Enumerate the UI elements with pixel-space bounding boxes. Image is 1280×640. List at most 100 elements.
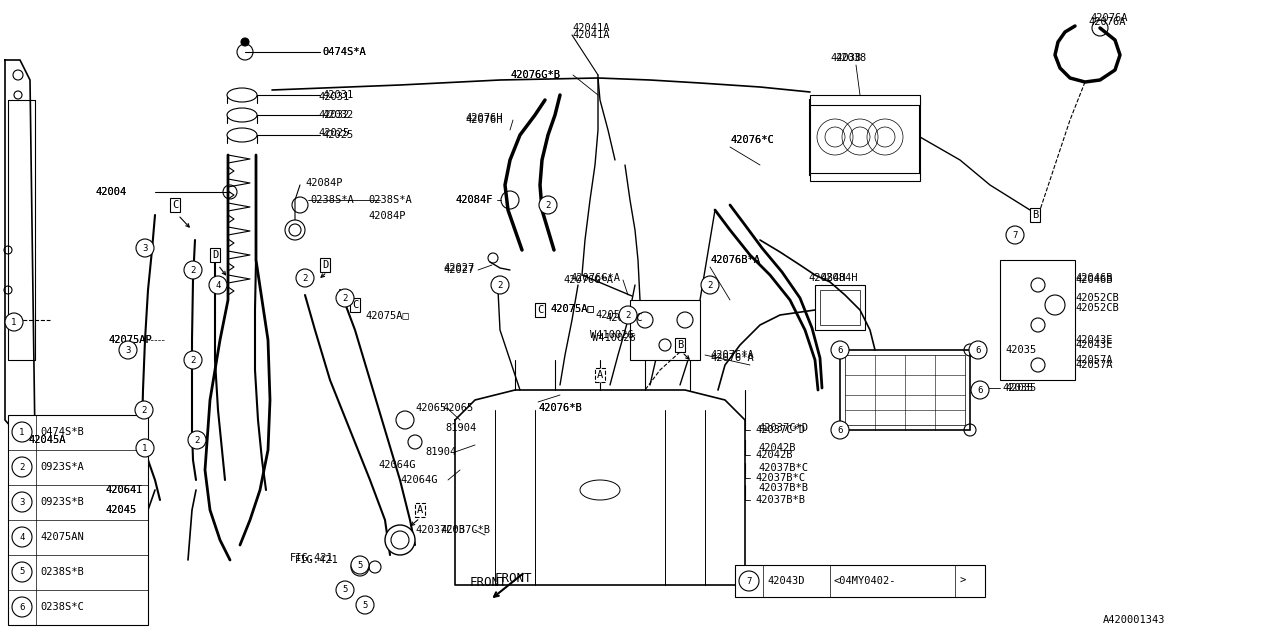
Circle shape	[12, 562, 32, 582]
Text: C: C	[172, 200, 178, 210]
Text: 81904: 81904	[425, 447, 456, 457]
Text: 42084P: 42084P	[369, 211, 406, 221]
Text: 42038: 42038	[835, 53, 867, 63]
Text: 3: 3	[19, 497, 24, 506]
Text: 42043D: 42043D	[767, 576, 805, 586]
Text: 42075AP: 42075AP	[108, 335, 152, 345]
Text: 2: 2	[195, 435, 200, 445]
Text: 42027: 42027	[443, 263, 475, 273]
Text: 42075A□: 42075A□	[550, 303, 594, 313]
Text: W410026: W410026	[590, 330, 634, 340]
Text: 2: 2	[545, 200, 550, 209]
Text: 5: 5	[357, 561, 362, 570]
Text: 42076*C: 42076*C	[730, 135, 773, 145]
Text: 42076G*B: 42076G*B	[509, 70, 561, 80]
Text: 42076G*A: 42076G*A	[563, 275, 613, 285]
Text: 42076*B: 42076*B	[538, 403, 581, 413]
Text: 42035: 42035	[1002, 383, 1033, 393]
Text: FIG.421: FIG.421	[294, 555, 339, 565]
Text: 42084P: 42084P	[305, 178, 343, 188]
Text: 42065: 42065	[415, 403, 447, 413]
Circle shape	[351, 556, 369, 574]
Text: 42075AP: 42075AP	[108, 335, 152, 345]
Text: 2: 2	[191, 266, 196, 275]
Text: 6: 6	[978, 385, 983, 394]
Circle shape	[136, 439, 154, 457]
Circle shape	[296, 269, 314, 287]
Text: 42046B: 42046B	[1075, 273, 1112, 283]
Text: D: D	[212, 250, 218, 260]
Text: 42075AN: 42075AN	[40, 532, 83, 542]
Text: C: C	[536, 305, 543, 315]
Bar	[735, 565, 986, 597]
Text: 0238S*C: 0238S*C	[40, 602, 83, 612]
Bar	[1000, 260, 1075, 380]
Text: 42042B: 42042B	[755, 450, 792, 460]
Text: 6: 6	[837, 346, 842, 355]
Circle shape	[335, 581, 355, 599]
Text: 2: 2	[708, 280, 713, 289]
Text: 42076A: 42076A	[1088, 17, 1125, 27]
Bar	[8, 415, 148, 625]
Text: 7: 7	[746, 577, 751, 586]
Circle shape	[1006, 226, 1024, 244]
Circle shape	[5, 313, 23, 331]
Text: 42045: 42045	[105, 505, 136, 515]
Circle shape	[335, 289, 355, 307]
Circle shape	[972, 381, 989, 399]
Text: 0474S*A: 0474S*A	[323, 47, 366, 57]
Text: 0238S*B: 0238S*B	[40, 567, 83, 577]
Circle shape	[356, 596, 374, 614]
Text: B: B	[1032, 210, 1038, 220]
Ellipse shape	[227, 108, 257, 122]
Text: 42057A: 42057A	[1075, 360, 1112, 370]
Text: C: C	[352, 300, 358, 310]
Text: 42075A□: 42075A□	[365, 310, 408, 320]
Circle shape	[831, 341, 849, 359]
Text: 42035: 42035	[1005, 345, 1037, 355]
Text: 42004: 42004	[95, 187, 127, 197]
Text: 0474S*A: 0474S*A	[323, 47, 366, 57]
Text: 0923S*A: 0923S*A	[40, 462, 83, 472]
Text: 42076G*A: 42076G*A	[570, 273, 620, 283]
Circle shape	[134, 401, 154, 419]
Text: 42031: 42031	[317, 92, 349, 102]
Text: 42052C: 42052C	[595, 310, 632, 320]
Text: 42041A: 42041A	[572, 30, 609, 40]
Circle shape	[12, 492, 32, 512]
Text: A420001343: A420001343	[1102, 615, 1165, 625]
Text: 5: 5	[362, 600, 367, 609]
Text: 2: 2	[626, 310, 631, 319]
Text: FRONT: FRONT	[495, 572, 532, 584]
Text: 42076H: 42076H	[465, 115, 503, 125]
Text: 0474S*B: 0474S*B	[40, 427, 83, 437]
Text: 42045: 42045	[105, 505, 136, 515]
Bar	[630, 300, 700, 360]
Text: 42076A: 42076A	[1091, 13, 1128, 23]
Text: 7: 7	[1012, 230, 1018, 239]
Text: <04MY0402-: <04MY0402-	[833, 576, 896, 586]
Circle shape	[136, 239, 154, 257]
Text: A: A	[596, 370, 603, 380]
Text: 42041A: 42041A	[572, 23, 609, 33]
Text: 6: 6	[19, 602, 24, 611]
Bar	[1010, 270, 1070, 295]
Bar	[840, 350, 970, 430]
Text: 42076G*B: 42076G*B	[509, 70, 561, 80]
Circle shape	[12, 597, 32, 617]
Bar	[845, 355, 965, 425]
Circle shape	[12, 422, 32, 442]
Text: A: A	[417, 505, 424, 515]
Bar	[815, 285, 865, 330]
Text: 42025: 42025	[323, 130, 353, 140]
Circle shape	[241, 38, 250, 46]
Text: 42052CB: 42052CB	[1075, 303, 1119, 313]
Circle shape	[184, 261, 202, 279]
Text: 42037C*B: 42037C*B	[415, 525, 465, 535]
Text: 42042B: 42042B	[758, 443, 795, 453]
Text: 1: 1	[19, 428, 24, 436]
Text: 0238S*A: 0238S*A	[310, 195, 353, 205]
Text: 2: 2	[191, 355, 196, 365]
Circle shape	[119, 341, 137, 359]
Ellipse shape	[227, 88, 257, 102]
